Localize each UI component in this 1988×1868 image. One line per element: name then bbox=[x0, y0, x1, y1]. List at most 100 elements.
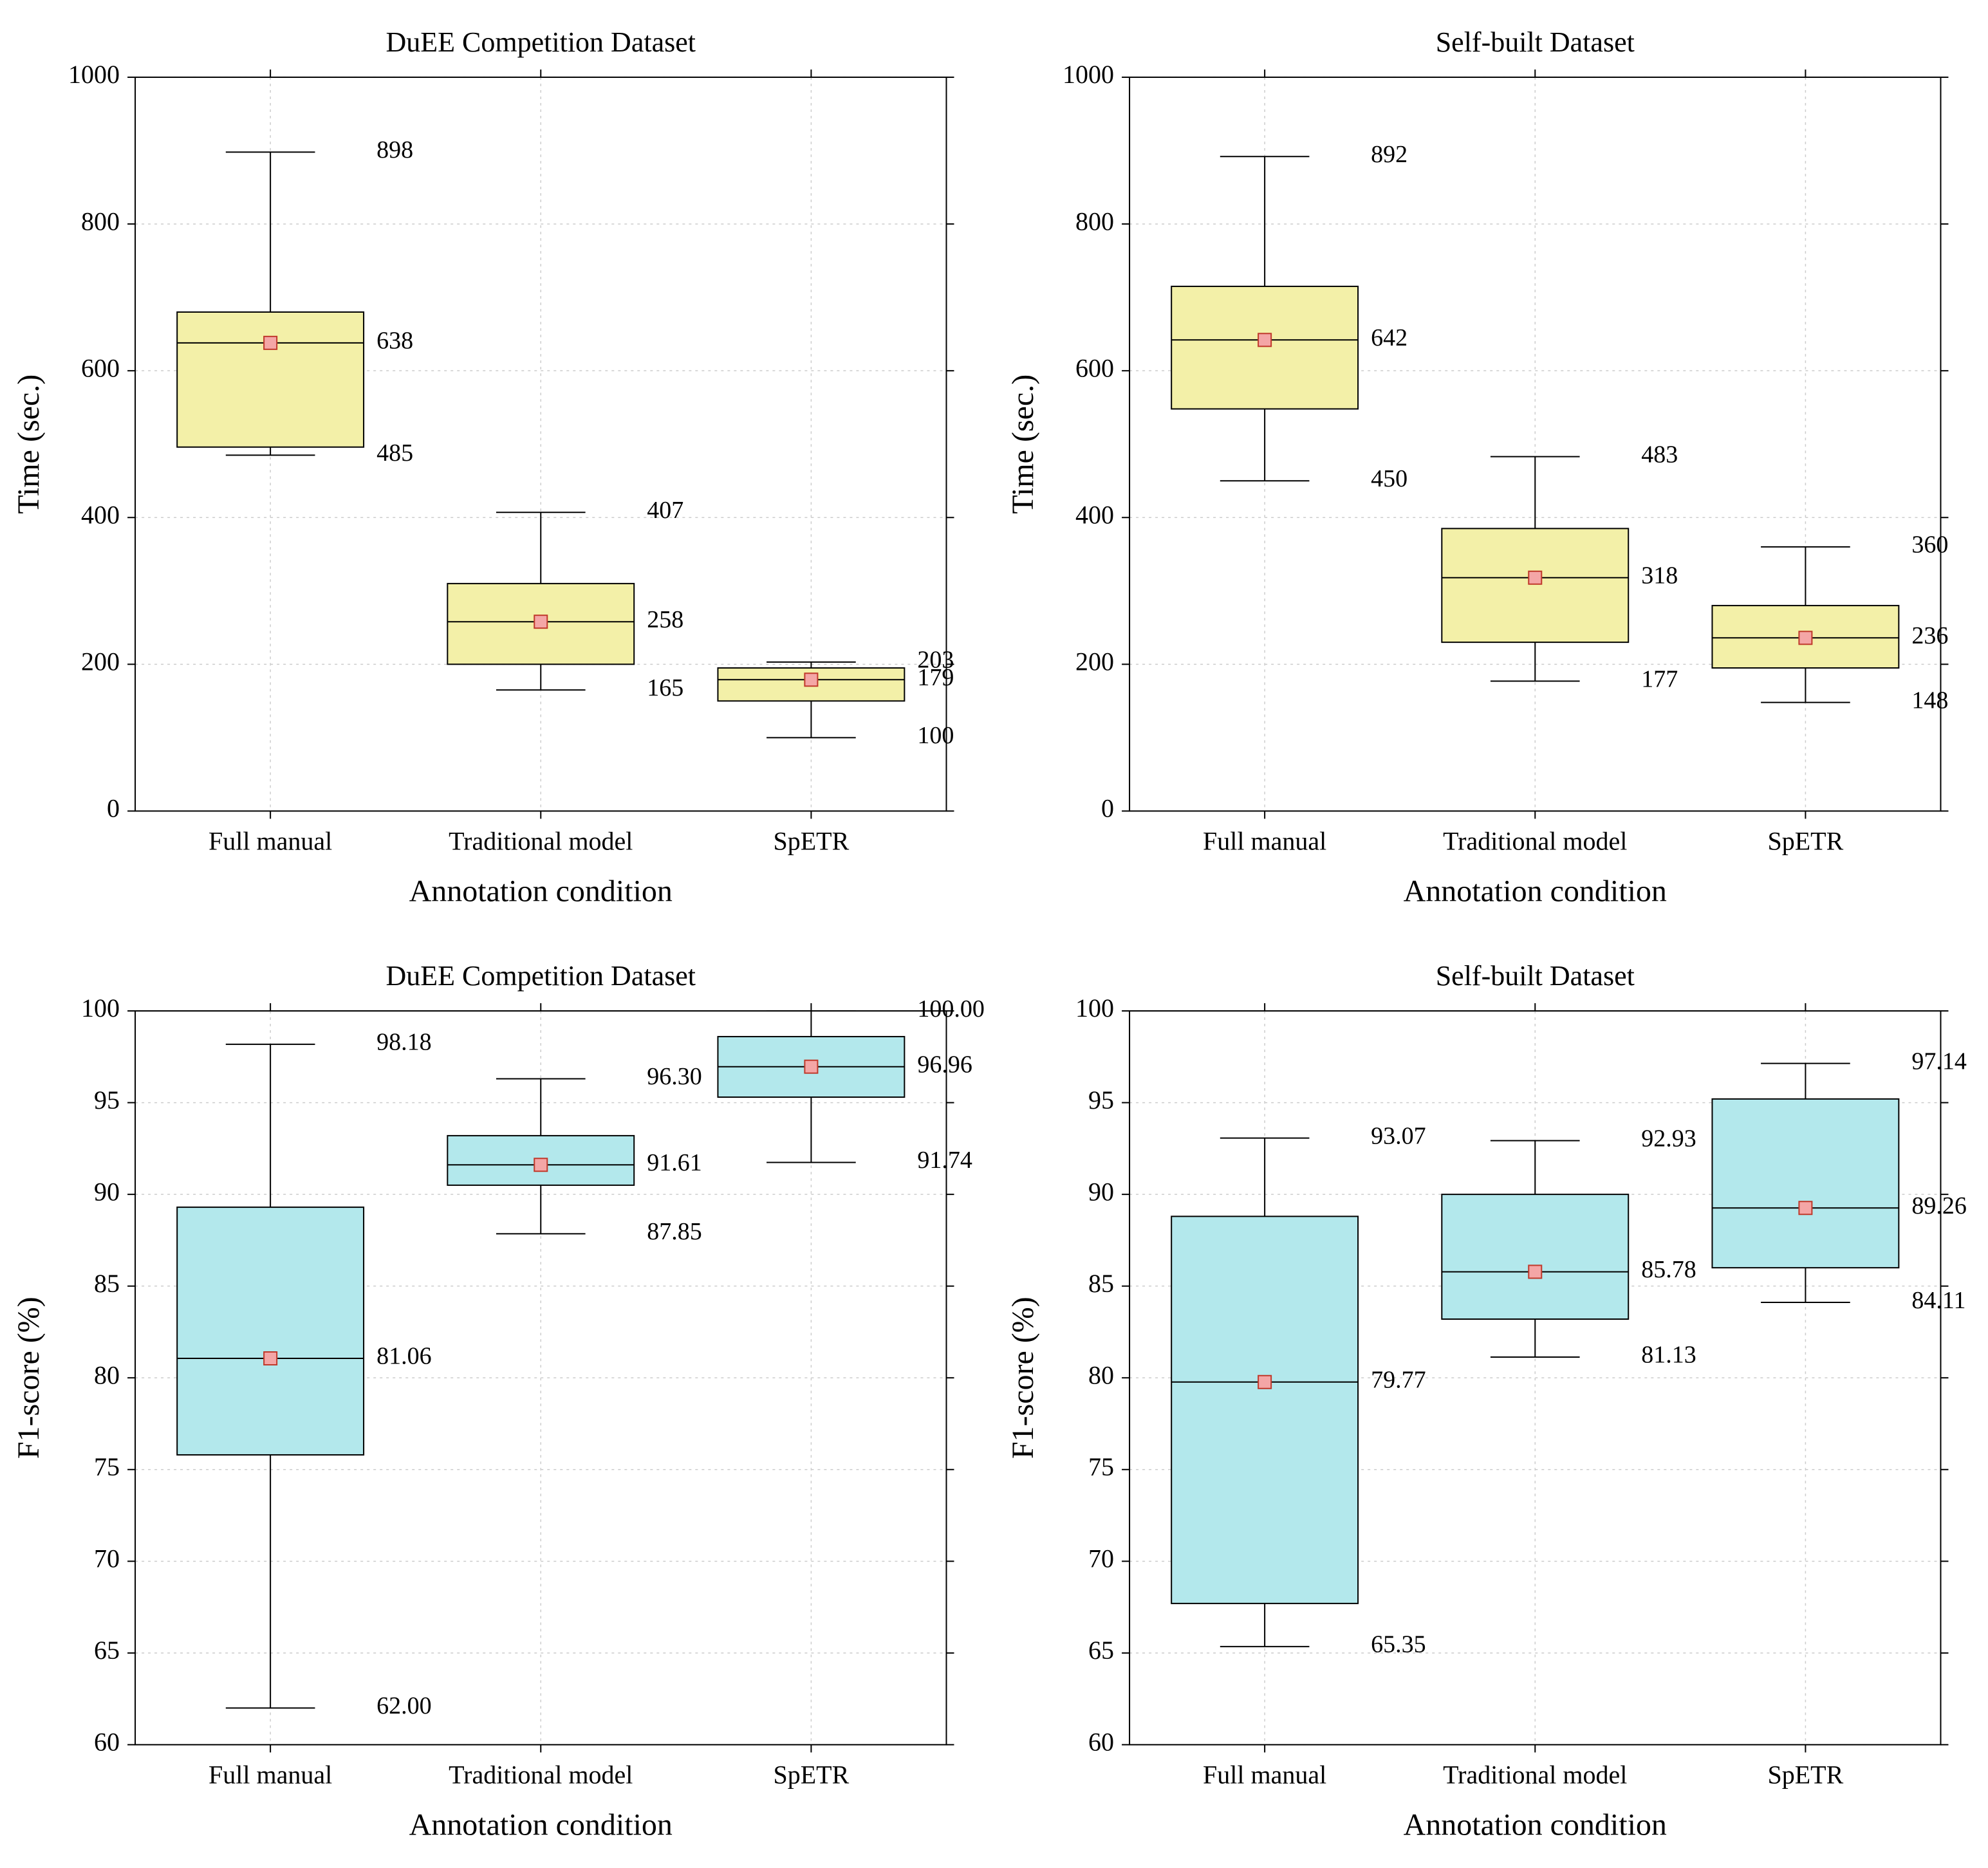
box-2: 97.1489.2684.11 bbox=[1712, 1048, 1966, 1314]
ytick-label: 70 bbox=[1088, 1544, 1114, 1573]
ytick-label: 400 bbox=[81, 500, 120, 529]
value-label: 98.18 bbox=[376, 1029, 432, 1056]
y-axis-label: F1-score (%) bbox=[1006, 1297, 1040, 1459]
ytick-label: 0 bbox=[1101, 794, 1114, 823]
ytick-label: 1000 bbox=[1063, 60, 1114, 89]
box-0: 93.0779.7765.35 bbox=[1171, 1123, 1426, 1658]
y-ticks: 02004006008001000 bbox=[1063, 60, 1948, 822]
ytick-label: 600 bbox=[81, 353, 120, 382]
xtick-label: Traditional model bbox=[449, 1761, 633, 1789]
ytick-label: 200 bbox=[1075, 647, 1114, 676]
value-label: 85.78 bbox=[1641, 1257, 1696, 1284]
ytick-label: 75 bbox=[1088, 1452, 1114, 1481]
xtick-label: SpETR bbox=[774, 1761, 850, 1789]
value-label: 96.96 bbox=[917, 1051, 972, 1078]
value-label: 84.11 bbox=[1911, 1287, 1965, 1314]
chart-title: DuEE Competition Dataset bbox=[386, 26, 696, 58]
value-label: 318 bbox=[1641, 562, 1678, 589]
value-label: 89.26 bbox=[1911, 1192, 1967, 1219]
xtick-label: SpETR bbox=[1767, 826, 1843, 855]
value-label: 638 bbox=[376, 328, 413, 355]
xtick-label: Full manual bbox=[209, 826, 332, 855]
value-label: 100.00 bbox=[917, 995, 985, 1022]
ytick-label: 90 bbox=[1088, 1178, 1114, 1207]
ytick-label: 65 bbox=[1088, 1636, 1114, 1665]
panel-top-right: 02004006008001000Full manualTraditional … bbox=[994, 0, 1988, 934]
value-label: 96.30 bbox=[647, 1064, 701, 1091]
figure-grid: 02004006008001000Full manualTraditional … bbox=[0, 0, 1988, 1867]
xtick-label: Traditional model bbox=[1443, 826, 1627, 855]
ytick-label: 800 bbox=[1075, 207, 1114, 236]
value-label: 81.06 bbox=[376, 1343, 432, 1370]
ytick-label: 100 bbox=[1075, 994, 1114, 1023]
panel-bottom-left: 6065707580859095100Full manualTraditiona… bbox=[0, 934, 994, 1867]
chart-p1: 02004006008001000Full manualTraditional … bbox=[994, 0, 1988, 934]
ytick-label: 95 bbox=[1088, 1086, 1114, 1114]
box-0: 892642450 bbox=[1171, 141, 1407, 492]
box-2: 203179100 bbox=[718, 647, 954, 749]
chart-title: DuEE Competition Dataset bbox=[386, 960, 696, 992]
xtick-label: SpETR bbox=[774, 826, 850, 855]
x-axis-label: Annotation condition bbox=[409, 1808, 673, 1842]
chart-title: Self-built Dataset bbox=[1435, 960, 1634, 992]
box-1: 92.93 85.78 81.13 bbox=[1442, 1125, 1696, 1369]
value-label: 92.93 bbox=[1641, 1125, 1696, 1152]
y-axis-label: Time (sec.) bbox=[1006, 375, 1040, 514]
value-label: 360 bbox=[1911, 532, 1948, 559]
chart-title: Self-built Dataset bbox=[1435, 26, 1634, 58]
ytick-label: 80 bbox=[1088, 1361, 1114, 1390]
value-label: 91.74 bbox=[917, 1147, 972, 1174]
xtick-label: SpETR bbox=[1767, 1761, 1843, 1789]
ytick-label: 90 bbox=[94, 1178, 120, 1207]
box-2: 360236148 bbox=[1712, 532, 1948, 714]
ytick-label: 75 bbox=[94, 1452, 120, 1481]
xtick-label: Full manual bbox=[1203, 826, 1326, 855]
value-label: 892 bbox=[1371, 141, 1407, 168]
ytick-label: 65 bbox=[94, 1636, 120, 1665]
value-label: 407 bbox=[647, 497, 683, 524]
value-label: 65.35 bbox=[1371, 1631, 1426, 1658]
panel-top-left: 02004006008001000Full manualTraditional … bbox=[0, 0, 994, 934]
value-label: 236 bbox=[1911, 622, 1948, 649]
value-label: 165 bbox=[647, 674, 683, 701]
x-axis-label: Annotation condition bbox=[1403, 874, 1666, 908]
y-axis-label: F1-score (%) bbox=[12, 1297, 46, 1459]
x-ticks: Full manual Traditional model SpETR bbox=[1203, 69, 1844, 855]
panel-bottom-right: 6065707580859095100Full manualTraditiona… bbox=[994, 934, 1988, 1867]
value-label: 179 bbox=[917, 664, 954, 691]
xtick-label: Traditional model bbox=[1443, 1761, 1627, 1789]
y-axis-label: Time (sec.) bbox=[12, 375, 46, 514]
ytick-label: 60 bbox=[94, 1728, 120, 1757]
ytick-label: 200 bbox=[81, 647, 120, 676]
value-label: 642 bbox=[1371, 324, 1407, 351]
value-label: 100 bbox=[917, 722, 954, 749]
value-label: 79.77 bbox=[1371, 1367, 1426, 1394]
ytick-label: 80 bbox=[94, 1361, 120, 1390]
x-axis-label: Annotation condition bbox=[1403, 1808, 1666, 1842]
gridlines bbox=[1129, 77, 1940, 811]
value-label: 91.61 bbox=[647, 1149, 701, 1176]
xtick-label: Full manual bbox=[209, 1761, 332, 1789]
value-label: 81.13 bbox=[1641, 1342, 1696, 1369]
box-1: 483 318 177 bbox=[1442, 441, 1678, 692]
box-2: 100.00 96.96 91.74 bbox=[718, 995, 984, 1174]
ytick-label: 800 bbox=[81, 207, 120, 236]
chart-p0: 02004006008001000Full manualTraditional … bbox=[0, 0, 994, 934]
ytick-label: 85 bbox=[1088, 1269, 1114, 1298]
chart-p3: 6065707580859095100Full manualTraditiona… bbox=[994, 934, 1988, 1867]
ytick-label: 60 bbox=[1088, 1728, 1114, 1757]
box-1: 407 258 165 bbox=[447, 497, 683, 701]
value-label: 62.00 bbox=[376, 1693, 432, 1720]
value-label: 485 bbox=[376, 439, 413, 467]
xtick-label: Traditional model bbox=[449, 826, 633, 855]
box-0: 98.18 81.06 62.00 bbox=[177, 1029, 431, 1719]
value-label: 177 bbox=[1641, 665, 1678, 692]
ytick-label: 95 bbox=[94, 1086, 120, 1114]
box-1: 96.30 91.61 87.85 bbox=[447, 1064, 701, 1246]
value-label: 87.85 bbox=[647, 1219, 701, 1246]
value-label: 483 bbox=[1641, 441, 1678, 468]
x-axis-label: Annotation condition bbox=[409, 874, 673, 908]
value-label: 258 bbox=[647, 606, 683, 633]
box-0: 898638485 bbox=[177, 136, 413, 467]
ytick-label: 0 bbox=[107, 794, 120, 823]
